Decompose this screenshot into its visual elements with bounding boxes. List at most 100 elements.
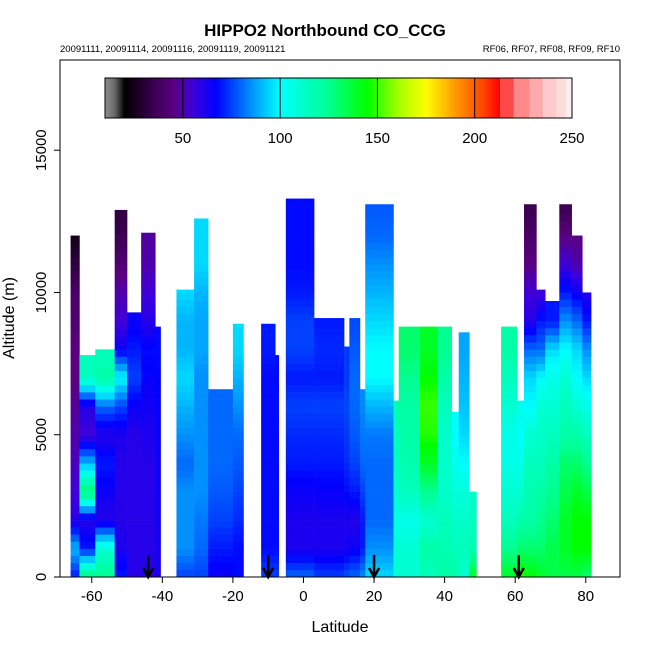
data-cell xyxy=(437,470,452,478)
colorbar-segment xyxy=(392,78,396,118)
data-cell xyxy=(393,427,400,436)
data-cell xyxy=(275,498,280,507)
data-cell xyxy=(285,292,315,300)
data-cell xyxy=(285,363,315,372)
data-cell xyxy=(114,292,128,300)
colorbar-segment xyxy=(114,78,118,118)
colorbar-segment xyxy=(538,78,542,118)
data-cell xyxy=(127,420,142,428)
data-cell xyxy=(208,427,234,436)
data-cell xyxy=(582,434,592,443)
data-cell xyxy=(285,541,315,549)
colorbar-segment xyxy=(542,78,546,118)
data-cell xyxy=(524,292,537,300)
data-cell xyxy=(314,320,345,329)
data-cell xyxy=(114,456,128,464)
data-cell xyxy=(349,406,361,414)
colorbar-segment xyxy=(431,78,435,118)
data-cell xyxy=(559,306,572,315)
data-cell xyxy=(208,470,234,478)
data-cell xyxy=(365,320,394,329)
data-cell xyxy=(194,235,209,243)
colorbar-segment xyxy=(391,78,394,118)
data-cell xyxy=(194,299,209,307)
data-cell xyxy=(275,355,280,357)
data-cell xyxy=(275,363,280,372)
data-cell xyxy=(393,456,400,464)
data-cell xyxy=(344,413,350,421)
data-cell xyxy=(176,349,195,357)
data-cell xyxy=(232,323,244,329)
data-cell xyxy=(571,278,583,286)
data-cell xyxy=(70,562,80,571)
data-cell xyxy=(176,456,195,464)
data-cell xyxy=(70,527,80,535)
data-cell xyxy=(398,512,421,521)
data-cell xyxy=(398,363,421,372)
data-cell xyxy=(536,477,546,485)
data-cell xyxy=(536,534,546,542)
data-cell xyxy=(582,441,592,450)
data-cell xyxy=(285,285,315,293)
colorbar-segment xyxy=(350,78,353,118)
data-cell xyxy=(559,235,572,243)
data-cell xyxy=(582,349,592,357)
data-cell xyxy=(516,520,525,528)
data-cell xyxy=(275,548,280,556)
data-cell xyxy=(398,349,421,357)
data-cell xyxy=(571,370,583,379)
data-cell xyxy=(501,534,518,542)
data-cell xyxy=(349,569,361,578)
data-cell xyxy=(127,349,142,357)
data-cell xyxy=(458,541,470,549)
data-cell xyxy=(344,555,350,564)
data-cell xyxy=(285,313,315,322)
data-cell xyxy=(208,420,234,428)
colorbar-segment xyxy=(196,78,199,118)
data-cell xyxy=(365,434,394,443)
data-cell xyxy=(194,328,209,336)
data-cell xyxy=(365,264,394,272)
data-cell xyxy=(398,392,421,400)
data-cell xyxy=(285,569,315,578)
data-cell xyxy=(524,221,537,229)
data-cell xyxy=(437,512,452,521)
colorbar-segment xyxy=(396,78,400,118)
data-cell xyxy=(419,335,438,343)
data-cell xyxy=(545,512,560,521)
data-cell xyxy=(141,232,156,236)
data-cell xyxy=(516,470,525,478)
colorbar-segment xyxy=(204,78,207,118)
colorbar-segment xyxy=(247,78,250,118)
colorbar-segment xyxy=(184,78,188,118)
colorbar-segment xyxy=(248,78,252,118)
data-cell xyxy=(359,399,366,407)
data-cell xyxy=(194,562,209,571)
data-cell xyxy=(70,249,80,258)
data-cell xyxy=(155,534,161,542)
data-cell xyxy=(398,434,421,443)
data-cell xyxy=(95,512,115,521)
data-cell xyxy=(559,299,572,307)
data-cell xyxy=(285,512,315,521)
data-cell xyxy=(437,534,452,542)
data-cell xyxy=(419,470,438,478)
data-cell xyxy=(365,342,394,350)
colorbar: 50 100 150 200 250 xyxy=(104,77,585,147)
data-cell xyxy=(261,342,276,350)
data-cell xyxy=(70,541,80,549)
data-cell xyxy=(155,470,161,478)
data-cell xyxy=(114,256,128,265)
data-cell xyxy=(194,320,209,329)
data-cell xyxy=(571,399,583,407)
data-cell xyxy=(176,377,195,386)
data-cell xyxy=(285,413,315,421)
data-cell xyxy=(524,498,537,507)
data-cell xyxy=(545,470,560,478)
data-cell xyxy=(437,448,452,457)
data-cell xyxy=(141,306,156,315)
data-cell xyxy=(398,491,421,500)
data-cell xyxy=(365,271,394,279)
data-cell xyxy=(232,448,244,457)
data-cell xyxy=(582,320,592,329)
